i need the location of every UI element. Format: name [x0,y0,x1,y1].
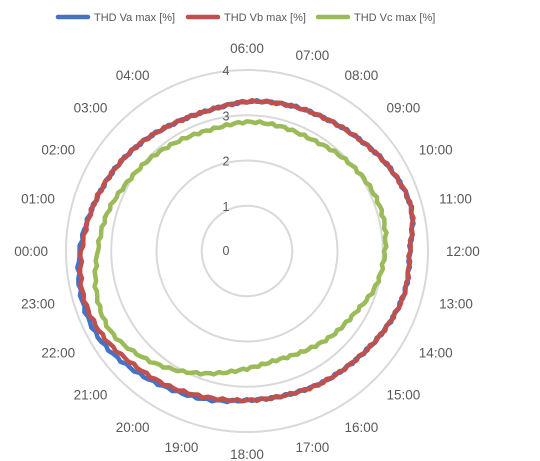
legend-label: THD Vc max [%] [354,12,435,24]
hour-label-1900: 19:00 [165,440,199,455]
hour-label-2100: 21:00 [74,388,108,403]
series-vb-line [77,98,416,404]
hour-label-1500: 15:00 [387,388,421,403]
legend: THD Va max [%] THD Vb max [%] THD Vc max [… [55,12,435,24]
hour-label-0300: 03:00 [74,100,108,115]
hour-label-0800: 08:00 [345,68,379,83]
radial-gridlines [65,69,429,433]
hour-label-0400: 04:00 [116,68,150,83]
hour-label-0700: 07:00 [296,48,330,63]
radial-tick-label: 0 [223,244,230,258]
hour-label-1800: 18:00 [230,447,264,461]
hour-label-1600: 16:00 [345,420,379,435]
hour-label-1100: 11:00 [439,191,472,206]
series-lines [75,98,416,405]
radial-tick-label: 2 [223,155,230,169]
radial-tick-label: 3 [223,109,230,123]
hour-label-1400: 14:00 [419,346,453,361]
hour-label-0900: 09:00 [387,100,421,115]
legend-label: THD Vb max [%] [224,12,306,24]
hour-label-2200: 22:00 [41,346,75,361]
hour-labels: 06:00 07:00 08:00 09:00 10:00 11:00 12:00 13:00… [14,41,480,461]
legend-label: THD Va max [%] [94,12,175,24]
hour-label-1700: 17:00 [296,440,330,455]
radial-tick-labels: 0 1 2 3 4 [223,64,230,258]
radial-tick-label: 4 [223,64,230,78]
series-va-line [75,98,416,405]
hour-label-0000: 00:00 [14,244,48,259]
hour-label-0200: 02:00 [41,143,75,158]
radial-tick-label: 1 [223,200,230,214]
hour-label-0600: 06:00 [230,41,264,56]
gridline-2 [155,159,339,343]
hour-label-1000: 10:00 [419,143,453,158]
hour-label-2300: 23:00 [21,297,55,312]
hour-label-1200: 12:00 [446,244,480,259]
hour-label-2000: 20:00 [116,420,150,435]
hour-label-1300: 13:00 [439,297,473,312]
gridline-4 [65,69,429,433]
gridline-1 [200,204,294,298]
series-vc-line [92,119,389,377]
hour-label-0100: 01:00 [21,191,55,206]
